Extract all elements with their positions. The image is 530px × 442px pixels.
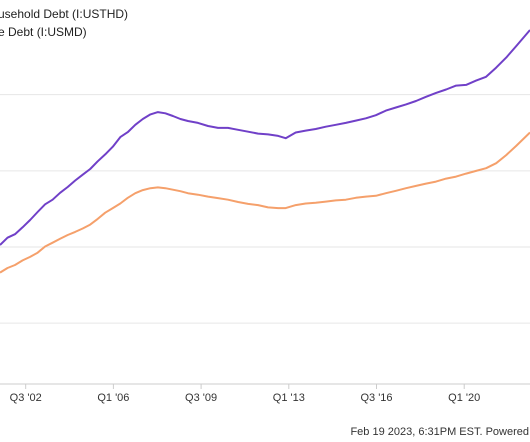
series-lines — [0, 29, 530, 274]
series-line-mortgage-debt — [0, 131, 530, 274]
legend: usehold Debt (I:USTHD) e Debt (I:USMD) — [0, 7, 128, 39]
x-tick-label: Q3 '16 — [360, 392, 392, 404]
x-tick-label: Q3 '02 — [10, 392, 42, 404]
x-tick-label: Q1 '20 — [448, 392, 480, 404]
legend-label-household-debt: usehold Debt (I:USTHD) — [0, 7, 128, 21]
x-tick-label: Q1 '13 — [273, 392, 305, 404]
series-line-household-debt — [0, 29, 530, 246]
x-axis-ticks: Q3 '02 Q1 '06 Q3 '09 Q1 '13 Q3 '16 Q1 '20 — [10, 384, 480, 404]
gridlines — [0, 94, 530, 324]
x-tick-label: Q3 '09 — [185, 392, 217, 404]
x-tick-label: Q1 '06 — [97, 392, 129, 404]
footer-attribution: Feb 19 2023, 6:31PM EST. Powered — [350, 426, 529, 438]
legend-label-mortgage-debt: e Debt (I:USMD) — [0, 25, 87, 39]
